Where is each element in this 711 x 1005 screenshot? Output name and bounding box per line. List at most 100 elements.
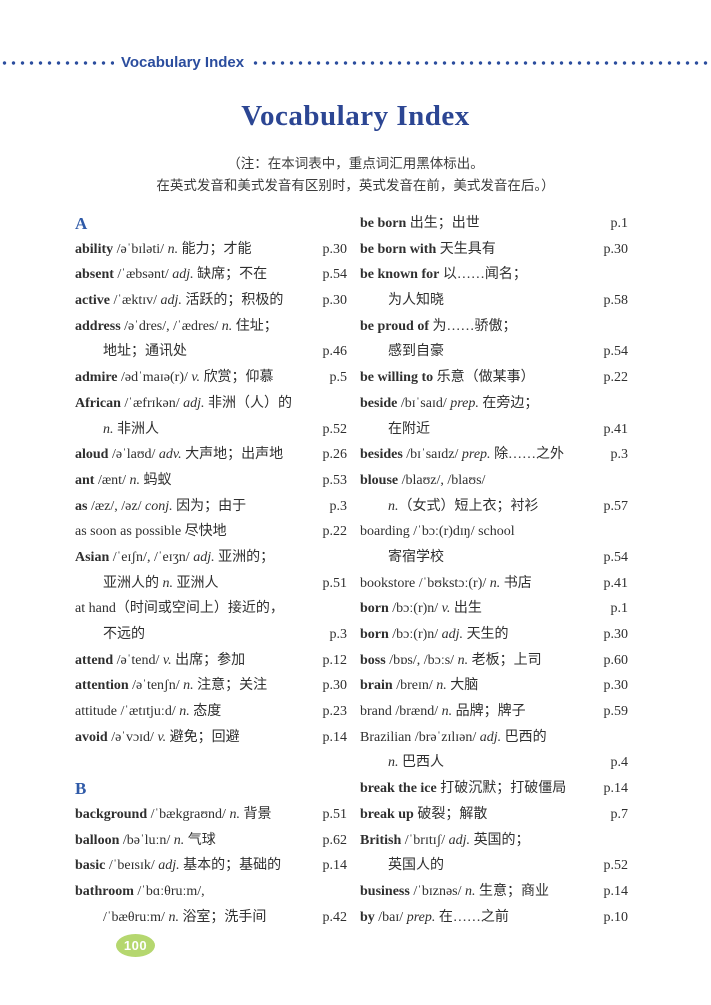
header-rule: Vocabulary Index [0,54,711,71]
vocab-entry-row: born /bɔː(r)n/ adj. 天生的 p.30 [360,622,628,648]
part-of-speech: n. [162,575,174,591]
vocab-entry-row: balloon /bəˈluːn/ n. 气球 p.62 [75,828,347,854]
page-ref: p.4 [610,755,629,771]
vocab-entry-row: 感到自豪 p.54 [360,339,628,365]
vocab-entry-row: /ˈbæθruːm/ n. 浴室；洗手间 p.42 [75,905,347,931]
vocab-entry-row: break up 破裂；解散 p.7 [360,802,628,828]
entry-text: 不远的 [103,622,145,648]
headword: African [75,395,121,411]
vocab-entry-row: break the ice 打破沉默；打破僵局 p.14 [360,776,628,802]
vocab-entry-row: avoid /əˈvɔɪd/ v. 避免；回避 p.14 [75,725,347,751]
page-ref: p.14 [603,781,629,797]
entry-fragment: 非洲（人）的 [204,395,292,411]
part-of-speech: prep. [450,395,479,411]
page-ref: p.1 [610,601,629,617]
entry-fragment: 乐意（做某事） [433,370,535,386]
entry-fragment: 英国人的 [388,858,444,874]
vocab-entry-row: 寄宿学校 p.54 [360,545,628,571]
entry-fragment: Brazilian /brəˈzɪlɪən/ [360,729,480,745]
entry-fragment: /əˈvɔɪd/ [107,729,158,745]
part-of-speech: adj. [441,627,464,642]
entry-fragment: /əˈtenʃn/ [128,678,184,694]
entry-text: beside /bɪˈsaɪd/ prep. 在旁边； [360,391,538,417]
entry-fragment: /ænt/ [94,472,130,488]
entry-fragment: as soon as possible 尽快地 [75,524,227,540]
vocab-entry-row: at hand（时间或空间上）接近的， [75,596,347,622]
headword: address [75,318,121,334]
page-ref: p.58 [603,293,629,309]
part-of-speech: adj. [448,832,471,848]
entry-fragment: 浴室；洗手间 [178,909,267,925]
page-ref: p.57 [603,498,629,514]
vocab-entry-row: brain /breɪn/ n. 大脑 p.30 [360,673,628,699]
entry-fragment: 书店 [500,575,532,591]
entry-text: absent /ˈæbsənt/ adj. 缺席；不在 [75,262,267,288]
part-of-speech: n. [221,318,233,334]
entry-text: active /ˈæktɪv/ adj. 活跃的；积极的 [75,288,283,314]
entry-text: British /ˈbrɪtɪʃ/ adj. 英国的； [360,828,530,854]
entry-fragment: /bɔː(r)n/ [388,627,442,642]
entry-fragment: /bɒs/, /bɔːs/ [385,652,458,668]
entry-fragment: attitude /ˈætɪtjuːd/ [75,704,180,720]
entry-text: 为人知晓 [388,288,444,314]
part-of-speech: n. [388,498,399,514]
page-ref: p.1 [610,216,629,231]
dotted-line-left [0,59,114,66]
part-of-speech: n. [179,704,190,720]
entry-fragment: /ˈbɪznəs/ [409,883,466,899]
vocab-entry-row: 为人知晓 p.58 [360,288,628,314]
entry-fragment: 地址；通讯处 [103,344,187,360]
entry-fragment: /əˈtend/ [113,652,163,668]
vocab-entry-row: absent /ˈæbsənt/ adj. 缺席；不在 p.54 [75,262,347,288]
note-block: （注：在本词表中，重点词汇用黑体标出。 在英式发音和美式发音有区别时，英式发音在… [0,153,711,198]
page-ref: p.41 [603,421,629,437]
entry-text: admire /ədˈmaɪə(r)/ v. 欣赏；仰慕 [75,365,274,391]
entry-fragment: 能力；才能 [178,241,252,257]
part-of-speech: conj. [145,498,173,514]
entry-fragment: /əˈdres/, /ˈædres/ [120,318,222,334]
headword: beside [360,395,398,411]
page-ref: p.5 [329,370,348,386]
entry-fragment: 在附近 [388,421,430,437]
entry-fragment: /ˈeɪʃn/, /ˈeɪʒn/ [109,549,194,565]
entry-fragment: bookstore /ˈbʊkstɔː(r)/ [360,575,490,591]
entry-text: attend /əˈtend/ v. 出席；参加 [75,648,245,674]
part-of-speech: n. [388,755,399,771]
headword: basic [75,858,106,874]
entry-fragment: （女式）短上衣；衬衫 [398,498,539,514]
entry-fragment: /æz/, /əz/ [87,498,145,514]
headword: admire [75,370,118,386]
part-of-speech: n. [173,832,185,848]
page-ref: p.54 [603,344,629,360]
page-ref: p.46 [322,344,348,360]
page-ref: p.14 [322,729,348,745]
page-ref: p.60 [603,652,629,668]
entry-text: attention /əˈtenʃn/ n. 注意；关注 [75,673,267,699]
part-of-speech: v. [157,729,167,745]
page-ref: p.54 [322,267,348,283]
entry-fragment: /bəˈluːn/ [119,832,174,848]
page-ref: p.51 [322,575,348,591]
headword: active [75,293,110,309]
headword: ant [75,472,95,488]
entry-fragment: /əˈbɪləti/ [113,241,168,257]
entry-fragment: 老板；上司 [468,652,542,668]
entry-text: as soon as possible 尽快地 [75,519,227,545]
part-of-speech: prep. [461,447,491,463]
page-ref: p.30 [603,241,629,257]
entry-fragment: 活跃的；积极的 [181,293,284,309]
entry-fragment: 英国的； [470,832,530,848]
vocab-entry-row: 亚洲人的 n. 亚洲人 p.51 [75,571,347,597]
entry-text: n. 巴西人 [388,750,444,776]
entry-text: be born with 天生具有 [360,237,496,263]
part-of-speech: adj. [172,267,194,283]
entry-fragment: 住址； [232,318,278,334]
headword: be willing to [360,370,434,386]
headword: born [360,627,389,642]
entry-fragment: /ˈæfrɪkən/ [120,395,184,411]
part-of-speech: n. [441,704,453,720]
part-of-speech: adj. [193,549,215,565]
page-ref: p.30 [322,293,348,309]
